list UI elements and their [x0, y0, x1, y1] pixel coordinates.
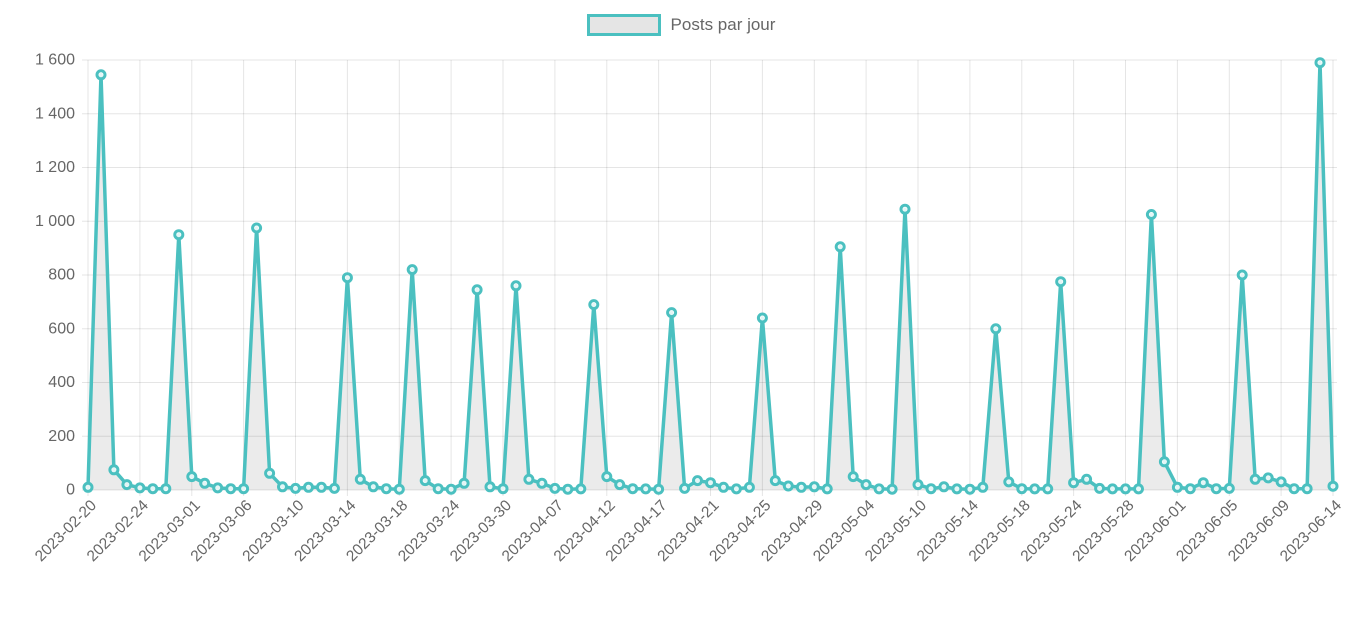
legend-swatch — [586, 14, 661, 36]
svg-text:400: 400 — [48, 374, 75, 391]
legend-item-posts-par-jour[interactable]: Posts par jour — [0, 14, 1362, 36]
svg-text:800: 800 — [48, 267, 75, 284]
svg-text:1 400: 1 400 — [35, 105, 75, 122]
svg-text:1 200: 1 200 — [35, 159, 75, 176]
svg-text:200: 200 — [48, 428, 75, 445]
legend-label: Posts par jour — [670, 15, 776, 34]
svg-text:1 000: 1 000 — [35, 213, 75, 230]
svg-text:0: 0 — [66, 482, 75, 499]
svg-text:600: 600 — [48, 320, 75, 337]
svg-text:1 600: 1 600 — [35, 52, 75, 69]
